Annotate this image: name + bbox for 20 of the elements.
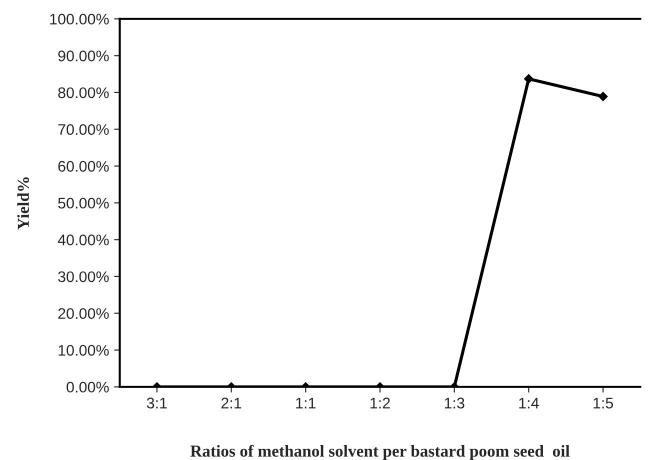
x-tick-label: 2:1 bbox=[221, 398, 242, 408]
x-axis-title: Ratios of methanol solvent per bastard poom seed oil bbox=[190, 444, 570, 460]
y-tick-label: 70.00% bbox=[58, 124, 109, 135]
y-tick-label: 80.00% bbox=[58, 87, 109, 98]
x-tick-label: 1:3 bbox=[444, 398, 464, 408]
y-tick-label: 60.00% bbox=[58, 160, 109, 172]
x-tick-label: 1:1 bbox=[296, 398, 316, 408]
x-tick-label: 1:2 bbox=[370, 398, 390, 408]
x-tick-label: 1:4 bbox=[519, 398, 539, 408]
y-tick-label: 90.00% bbox=[58, 50, 109, 62]
y-tick-label: 50.00% bbox=[58, 198, 109, 209]
y-tick-label: 30.00% bbox=[58, 271, 109, 282]
y-tick-label: 20.00% bbox=[58, 308, 109, 319]
x-tick-label: 3:1 bbox=[146, 398, 167, 408]
x-tick-label: 1:5 bbox=[594, 398, 614, 408]
y-axis-title: Yield% bbox=[17, 177, 30, 230]
y-tick-label: 40.00% bbox=[58, 234, 109, 246]
y-tick-label: 100.00% bbox=[50, 14, 109, 25]
y-tick-label: 10.00% bbox=[58, 344, 109, 356]
y-tick-label: 0.00% bbox=[66, 382, 109, 393]
